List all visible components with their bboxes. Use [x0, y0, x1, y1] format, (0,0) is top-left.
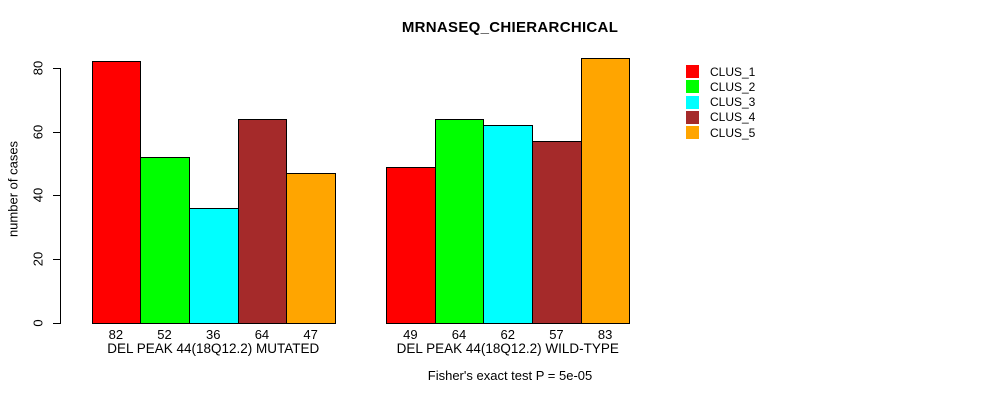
- y-tick-mark: [53, 131, 60, 133]
- y-tick-label: 60: [30, 124, 46, 139]
- bar-clus_2: [140, 157, 190, 324]
- bar-value-label: 62: [500, 327, 515, 342]
- annotation-fisher-test: Fisher's exact test P = 5e-05: [427, 368, 593, 383]
- bar-value-label: 49: [403, 327, 418, 342]
- y-tick-label: 80: [30, 60, 46, 76]
- legend-item: CLUS_2: [686, 79, 755, 94]
- y-tick-label: 0: [30, 319, 46, 327]
- bar-clus_1: [91, 61, 142, 324]
- bar-value-label: 83: [597, 327, 613, 342]
- bar-clus_4: [237, 118, 288, 324]
- chart-title: MRNASEQ_CHIERARCHICAL: [401, 19, 619, 36]
- bar-clus_4: [532, 141, 582, 324]
- bar-clus_5: [286, 173, 336, 324]
- legend-label: CLUS_1: [710, 64, 756, 79]
- bar-value-label: 64: [451, 327, 467, 342]
- y-tick-mark: [53, 323, 60, 324]
- legend-item: CLUS_3: [686, 95, 755, 110]
- y-tick-mark: [53, 195, 60, 197]
- legend-item: CLUS_5: [686, 125, 755, 140]
- bar-clus_3: [188, 208, 239, 324]
- legend-label: CLUS_5: [710, 125, 756, 140]
- legend-item: CLUS_1: [686, 64, 755, 79]
- y-tick-mark: [53, 259, 60, 261]
- legend-color-swatch: [686, 110, 699, 124]
- bar-value-label: 64: [254, 327, 270, 342]
- bar-value-label: 36: [206, 327, 221, 342]
- legend-label: CLUS_3: [710, 95, 756, 110]
- bar-value-label: 52: [157, 327, 172, 342]
- group-axis-label: DEL PEAK 44(18Q12.2) WILD-TYPE: [396, 341, 619, 356]
- y-tick-label: 40: [30, 188, 46, 203]
- bar-clus_3: [483, 125, 534, 324]
- bar-value-label: 57: [549, 327, 564, 342]
- bar-value-label: 82: [108, 327, 124, 342]
- legend-color-swatch: [686, 126, 699, 140]
- bar-clus_1: [386, 166, 436, 324]
- bar-clus_5: [580, 58, 631, 324]
- legend-item: CLUS_4: [686, 110, 755, 125]
- y-tick-label: 20: [30, 251, 46, 267]
- group-axis-label: DEL PEAK 44(18Q12.2) MUTATED: [107, 341, 320, 356]
- legend-label: CLUS_2: [710, 79, 756, 94]
- legend-color-swatch: [686, 80, 699, 94]
- y-tick-mark: [53, 67, 60, 69]
- y-axis-line: [60, 67, 61, 324]
- legend-color-swatch: [686, 65, 699, 78]
- y-axis-label: number of cases: [5, 140, 21, 238]
- bar-clus_2: [434, 118, 485, 324]
- bar-value-label: 47: [303, 327, 318, 342]
- legend-label: CLUS_4: [710, 110, 756, 125]
- legend-color-swatch: [686, 95, 699, 109]
